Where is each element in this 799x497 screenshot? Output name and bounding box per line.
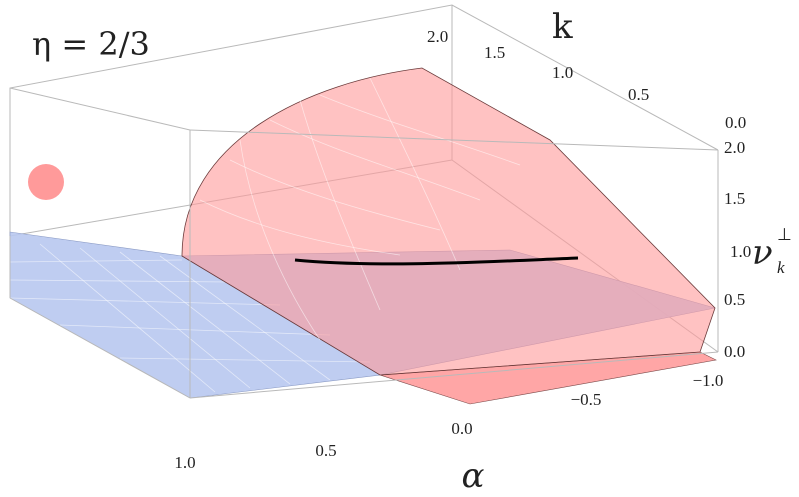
z-axis-label: ν k ⊥ [752, 225, 792, 277]
y-tick: 0.5 [628, 85, 649, 104]
x-tick: 0.5 [315, 441, 336, 460]
y-tick: 1.5 [484, 43, 505, 62]
z-tick: 2.0 [724, 138, 745, 157]
x-tick: −1.0 [693, 371, 724, 390]
red-surface-upper [181, 67, 716, 376]
intersection-curve [294, 256, 579, 266]
y-axis-label: k [552, 7, 573, 47]
z-tick: 0.0 [724, 342, 745, 361]
y-tick: 0.0 [725, 113, 746, 132]
x-tick: −0.5 [571, 390, 602, 409]
svg-text:ν: ν [752, 233, 773, 273]
svg-text:⊥: ⊥ [777, 225, 792, 244]
y-tick: 1.0 [552, 63, 573, 82]
x-axis: 1.0 0.5 0.0 −0.5 −1.0 α [174, 371, 723, 496]
x-tick: 1.0 [174, 453, 195, 472]
z-tick: 1.0 [730, 242, 751, 261]
marker-circle [28, 164, 64, 200]
svg-text:k: k [777, 258, 785, 277]
z-tick: 1.5 [724, 189, 745, 208]
y-tick: 2.0 [427, 27, 448, 46]
z-axis: 0.0 0.5 1.0 1.5 2.0 ν k ⊥ [724, 138, 792, 361]
y-axis: 0.0 0.5 1.0 1.5 2.0 k [427, 7, 746, 132]
z-tick: 0.5 [724, 290, 745, 309]
red-surface-grid [199, 77, 521, 341]
x-axis-label: α [462, 456, 485, 496]
blue-plane-grid [9, 243, 371, 393]
eta-annotation: η = 2/3 [32, 25, 150, 63]
x-tick: 0.0 [451, 419, 472, 438]
plot-box-front [9, 87, 719, 399]
